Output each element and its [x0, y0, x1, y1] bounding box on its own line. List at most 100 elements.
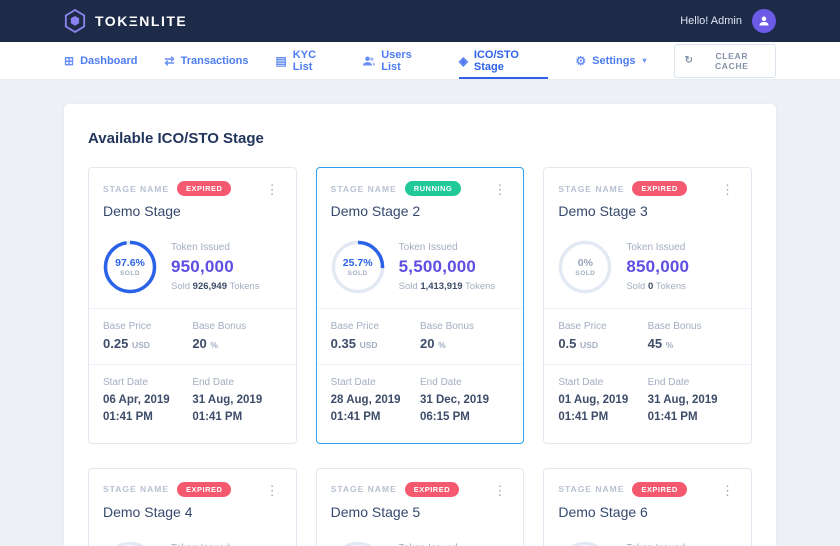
kebab-menu-icon[interactable]: ⋮: [265, 482, 279, 498]
base-bonus-label: Base Bonus: [647, 321, 702, 332]
stage-card-head-main: STAGE NAME EXPIRED Demo Stage 5: [331, 481, 460, 520]
sold-tag: SOLD: [347, 270, 368, 277]
end-date-label: End Date: [420, 377, 462, 388]
sold-progress-ring: 0% SOLD: [103, 541, 157, 546]
token-section: 97.6% SOLD Token Issued 950,000 Sold 926…: [89, 230, 296, 308]
tokenlite-logo-icon: [64, 9, 86, 33]
base-bonus-col: Base Bonus 20 %: [420, 321, 509, 351]
nav-label: Dashboard: [80, 54, 138, 67]
kebab-menu-icon[interactable]: ⋮: [265, 182, 279, 197]
sold-value: 1,413,919: [420, 281, 463, 292]
stage-card: STAGE NAME EXPIRED Demo Stage 3 ⋮ 0% SOL…: [543, 167, 752, 444]
nav-item-transactions[interactable]: ⇄ Transactions: [165, 42, 249, 79]
percent-unit: %: [210, 340, 218, 350]
token-issued-label: Token Issued: [398, 242, 458, 253]
sold-percent: 97.6%: [115, 257, 145, 269]
sold-value: 0: [647, 281, 654, 292]
base-bonus-col: Base Bonus 20 %: [192, 321, 281, 351]
nav-item-ico-sto-stage[interactable]: ◈ ICO/STO Stage: [458, 42, 549, 79]
percent-unit: %: [438, 340, 446, 350]
base-price-number: 0.5: [558, 336, 577, 351]
stage-card-head-main: STAGE NAME RUNNING Demo Stage 2: [331, 181, 462, 219]
token-issued-value: 5,500,000: [398, 257, 477, 276]
stage-card-header: STAGE NAME EXPIRED Demo Stage 4 ⋮: [89, 469, 296, 531]
tokens-suffix: Tokens: [229, 281, 260, 292]
stage-title: Demo Stage 6: [558, 503, 648, 520]
avatar[interactable]: [752, 9, 776, 33]
start-date-value: 01 Aug, 2019 01:41 PM: [558, 394, 629, 424]
stage-card-header: STAGE NAME EXPIRED Demo Stage 3 ⋮: [544, 168, 751, 230]
base-price-label: Base Price: [330, 321, 380, 332]
base-price-value: 0.5 USD: [558, 336, 647, 351]
start-date-col: Start Date 01 Aug, 2019 01:41 PM: [558, 377, 647, 427]
nav-item-dashboard[interactable]: ⊞ Dashboard: [64, 42, 138, 79]
kebab-menu-icon[interactable]: ⋮: [721, 182, 734, 197]
nav-item-settings[interactable]: ⚙ Settings ▾: [575, 42, 646, 79]
stage-icon: ◈: [458, 53, 468, 68]
sold-prefix: Sold: [626, 281, 646, 292]
status-badge: EXPIRED: [404, 481, 460, 497]
token-issued-label: Token Issued: [171, 543, 234, 546]
stage-card-header: STAGE NAME RUNNING Demo Stage 2 ⋮: [317, 168, 524, 230]
kyc-list-icon: ▤: [275, 53, 287, 68]
sold-prefix: Sold: [171, 281, 191, 292]
stage-name-label: STAGE NAME: [330, 183, 397, 194]
nav-label: Users List: [381, 48, 412, 73]
base-bonus-number: 20: [192, 336, 207, 351]
brand-name: TOKΞNLITE: [95, 13, 188, 29]
sold-line: Sold 926,949 Tokens: [171, 281, 260, 292]
end-date-col: End Date 31 Dec, 2019 06:15 PM: [420, 377, 509, 427]
token-info: Token Issued 850,000 Sold 0 Tokens: [626, 242, 689, 292]
sold-tag: SOLD: [119, 270, 141, 277]
end-date-value: 31 Aug, 2019 01:41 PM: [192, 394, 263, 424]
stage-card: STAGE NAME EXPIRED Demo Stage 6 ⋮ 0% SOL…: [543, 467, 752, 546]
clear-cache-button[interactable]: ↻ CLEAR CACHE: [673, 43, 776, 78]
settings-icon: ⚙: [575, 53, 587, 68]
status-badge: EXPIRED: [632, 481, 687, 497]
token-issued-label: Token Issued: [171, 242, 230, 253]
kebab-menu-icon[interactable]: ⋮: [721, 482, 734, 498]
start-date-label: Start Date: [330, 377, 376, 388]
kebab-menu-icon[interactable]: ⋮: [493, 182, 507, 197]
kebab-menu-icon[interactable]: ⋮: [493, 482, 507, 498]
user-area: Hello! Admin: [680, 9, 776, 33]
stage-card-head-main: STAGE NAME EXPIRED Demo Stage 4: [103, 481, 232, 520]
dashboard-icon: ⊞: [64, 53, 75, 68]
token-info: Token Issued 850,000 Sold 0 Tokens: [626, 543, 689, 546]
base-bonus-value: 45 %: [648, 336, 737, 351]
start-date-col: Start Date 06 Apr, 2019 01:41 PM: [103, 377, 192, 427]
brand-logo[interactable]: TOKΞNLITE: [64, 9, 187, 33]
usd-unit: USD: [131, 340, 150, 350]
start-date-label: Start Date: [103, 377, 149, 388]
sold-prefix: Sold: [398, 281, 418, 292]
sold-value: 926,949: [192, 281, 227, 292]
token-section: 0% SOLD Token Issued 850,000 Sold 0 Toke…: [89, 531, 296, 546]
stage-title: Demo Stage 2: [330, 203, 421, 219]
end-date-col: End Date 31 Aug, 2019 01:41 PM: [192, 377, 281, 427]
refresh-icon: ↻: [684, 55, 694, 66]
end-date-label: End Date: [647, 377, 690, 388]
nav-item-kyc-list[interactable]: ▤ KYC List: [275, 42, 336, 79]
nav-item-users-list[interactable]: Users List: [363, 42, 431, 79]
base-bonus-label: Base Bonus: [192, 321, 247, 332]
nav-label: KYC List: [292, 48, 317, 73]
stage-card: STAGE NAME EXPIRED Demo Stage ⋮ 97.6% SO…: [88, 167, 297, 444]
sold-progress-ring: 25.7% SOLD: [331, 240, 385, 294]
status-badge: EXPIRED: [632, 181, 687, 196]
clear-cache-label: CLEAR CACHE: [714, 50, 749, 71]
token-issued-value: 950,000: [171, 257, 234, 276]
token-section: 0% SOLD Token Issued 850,000 Sold 0 Toke…: [317, 531, 524, 546]
stage-panel: Available ICO/STO Stage STAGE NAME EXPIR…: [64, 104, 776, 546]
base-price-col: Base Price 0.35 USD: [331, 321, 420, 351]
start-date-label: Start Date: [558, 377, 604, 388]
token-section: 0% SOLD Token Issued 850,000 Sold 0 Toke…: [544, 230, 751, 308]
tokens-suffix: Tokens: [655, 281, 686, 292]
chevron-down-icon: ▾: [642, 56, 647, 65]
base-price-value: 0.25 USD: [103, 336, 192, 351]
end-date-label: End Date: [192, 377, 235, 388]
stage-title: Demo Stage 3: [558, 203, 648, 219]
stage-card-header: STAGE NAME EXPIRED Demo Stage 5 ⋮: [317, 469, 524, 531]
stage-card-header: STAGE NAME EXPIRED Demo Stage 6 ⋮: [544, 469, 751, 531]
nav-label: ICO/STO Stage: [473, 48, 519, 73]
